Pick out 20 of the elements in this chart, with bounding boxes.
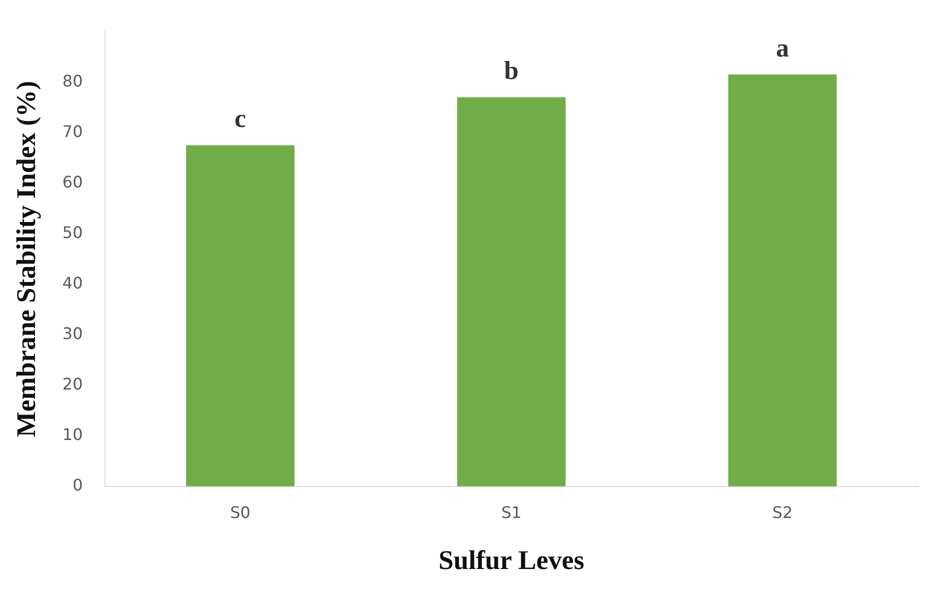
- annotation: c: [234, 104, 246, 134]
- y-tick-label: 50: [62, 222, 83, 242]
- y-tick-label: 30: [62, 324, 83, 343]
- x-axis-title: Sulfur Leves: [438, 544, 584, 575]
- x-tick-label: S2: [772, 503, 793, 522]
- bar: [457, 97, 566, 486]
- y-tick-label: 60: [62, 172, 83, 192]
- annotation: b: [504, 56, 519, 86]
- y-tick-label: 40: [62, 273, 83, 292]
- y-tick-label: 80: [62, 71, 83, 90]
- bar: [186, 145, 295, 486]
- y-tick-label: 70: [62, 122, 83, 141]
- y-tick-label: 10: [62, 425, 83, 444]
- x-tick-label: S0: [230, 503, 250, 522]
- y-axis-title: Membrane Stability Index (%): [11, 80, 42, 438]
- x-tick-label: S1: [501, 503, 522, 522]
- annotation: a: [776, 33, 789, 62]
- bar: [728, 74, 837, 486]
- y-tick-label: 0: [72, 476, 83, 495]
- y-tick-label: 20: [62, 374, 83, 394]
